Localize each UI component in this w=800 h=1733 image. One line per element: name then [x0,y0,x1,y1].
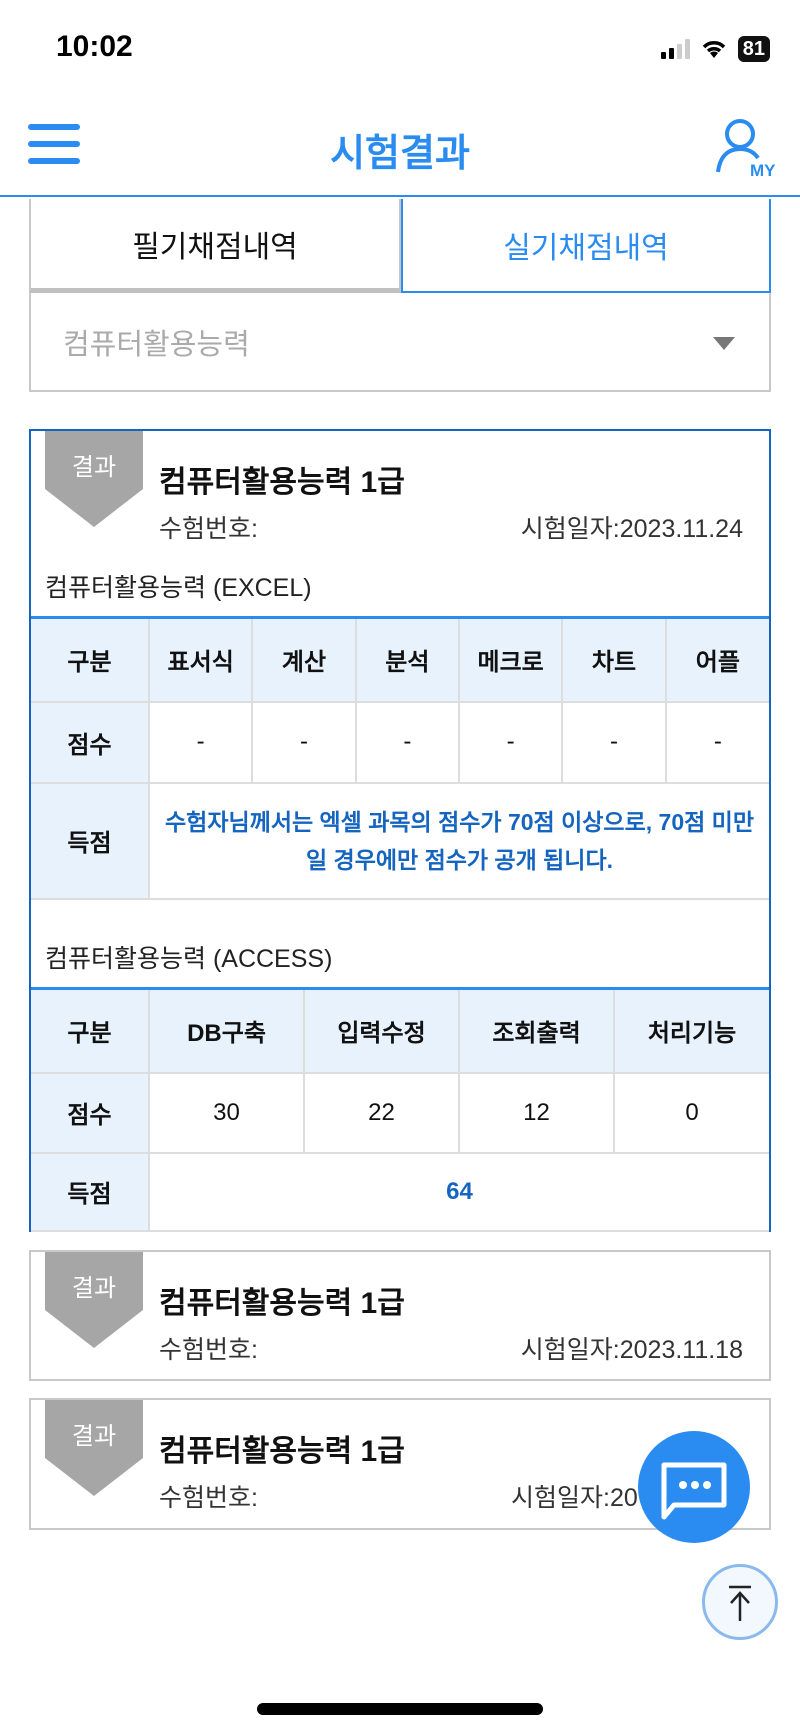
result-card[interactable]: 결과 컴퓨터활용능력 1급 수험번호: 시험일자:2023.11.24 컴퓨터활… [29,429,771,1232]
table-row: 득점 64 [31,1151,769,1232]
exam-number: 수험번호: [159,515,258,543]
header-cell: 계산 [251,616,357,703]
score-cell: 0 [613,1071,769,1154]
header-cell: 분석 [354,616,460,703]
card-title: 컴퓨터활용능력 1급 [159,466,405,499]
card-title: 컴퓨터활용능력 1급 [159,1435,405,1468]
row-label: 득점 [31,781,150,900]
score-cell: - [561,700,667,784]
row-label: 점수 [31,700,150,784]
header-cell: 표서식 [147,616,254,703]
exam-date: 시험일자:20 [511,1484,638,1512]
status-icons: 81 [660,36,770,62]
table-row: 점수 30 22 12 0 [31,1071,769,1154]
menu-icon[interactable] [28,124,80,164]
header-cell: 어플 [664,616,769,703]
score-cell: - [664,700,769,784]
header-cell: 구분 [31,616,150,703]
arrow-up-to-top-icon [729,1585,751,1621]
chat-button[interactable] [638,1431,750,1543]
select-value: 컴퓨터활용능력 [63,328,250,361]
score-notice: 수험자님께서는 엑셀 과목의 점수가 70점 이상으로, 70점 미만일 경우에… [148,781,769,900]
app-header: 시험결과 MY [0,96,800,197]
row-label: 점수 [31,1071,150,1154]
total-score: 64 [148,1151,769,1232]
table-row: 점수 - - - - - - [31,700,769,784]
status-time: 10:02 [56,30,133,63]
exam-number: 수험번호: [159,1484,258,1512]
page-title: 시험결과 [330,133,470,175]
header-cell: 차트 [561,616,667,703]
wifi-icon [702,41,725,58]
signal-icon [660,39,690,59]
row-label: 득점 [31,1151,150,1232]
table-header-row: 구분 표서식 계산 분석 메크로 차트 어플 [31,616,769,703]
caret-down-icon [713,337,735,350]
tab-written[interactable]: 필기채점내역 [29,199,401,293]
excel-score-table: 구분 표서식 계산 분석 메크로 차트 어플 점수 - - - - - - 득점… [31,616,769,900]
result-badge [45,431,143,527]
header-cell: 입력수정 [303,987,460,1074]
result-card[interactable]: 결과 컴퓨터활용능력 1급 수험번호: 시험일자:2023.11.18 [29,1250,771,1381]
scroll-top-button[interactable] [702,1564,778,1640]
excel-section-label: 컴퓨터활용능력 (EXCEL) [45,574,312,602]
access-section-label: 컴퓨터활용능력 (ACCESS) [45,945,333,973]
header-cell: 메크로 [457,616,564,703]
score-cell: - [251,700,357,784]
exam-date: 시험일자:2023.11.24 [520,515,743,543]
score-cell: - [457,700,564,784]
exam-type-select[interactable]: 컴퓨터활용능력 [29,293,771,392]
tab-practical[interactable]: 실기채점내역 [401,199,771,293]
chat-bubble-icon [661,1462,727,1520]
header-cell: 처리기능 [613,987,769,1074]
score-cell: - [354,700,460,784]
header-cell: DB구축 [148,987,305,1074]
exam-number: 수험번호: [159,1336,258,1364]
score-cell: 22 [303,1071,460,1154]
score-cell: 30 [148,1071,305,1154]
header-cell: 구분 [31,987,150,1074]
table-row: 득점 수험자님께서는 엑셀 과목의 점수가 70점 이상으로, 70점 미만일 … [31,781,769,900]
exam-date: 시험일자:2023.11.18 [520,1336,743,1364]
header-cell: 조회출력 [458,987,615,1074]
my-account-icon[interactable]: MY [714,116,776,178]
result-badge [45,1400,143,1496]
score-cell: - [147,700,254,784]
table-header-row: 구분 DB구축 입력수정 조회출력 처리기능 [31,987,769,1074]
home-indicator [257,1703,543,1715]
battery-indicator: 81 [737,36,770,62]
card-title: 컴퓨터활용능력 1급 [159,1287,405,1320]
access-score-table: 구분 DB구축 입력수정 조회출력 처리기능 점수 30 22 12 0 득점 … [31,987,769,1232]
score-cell: 12 [458,1071,615,1154]
result-badge [45,1252,143,1348]
my-label: MY [750,161,776,178]
